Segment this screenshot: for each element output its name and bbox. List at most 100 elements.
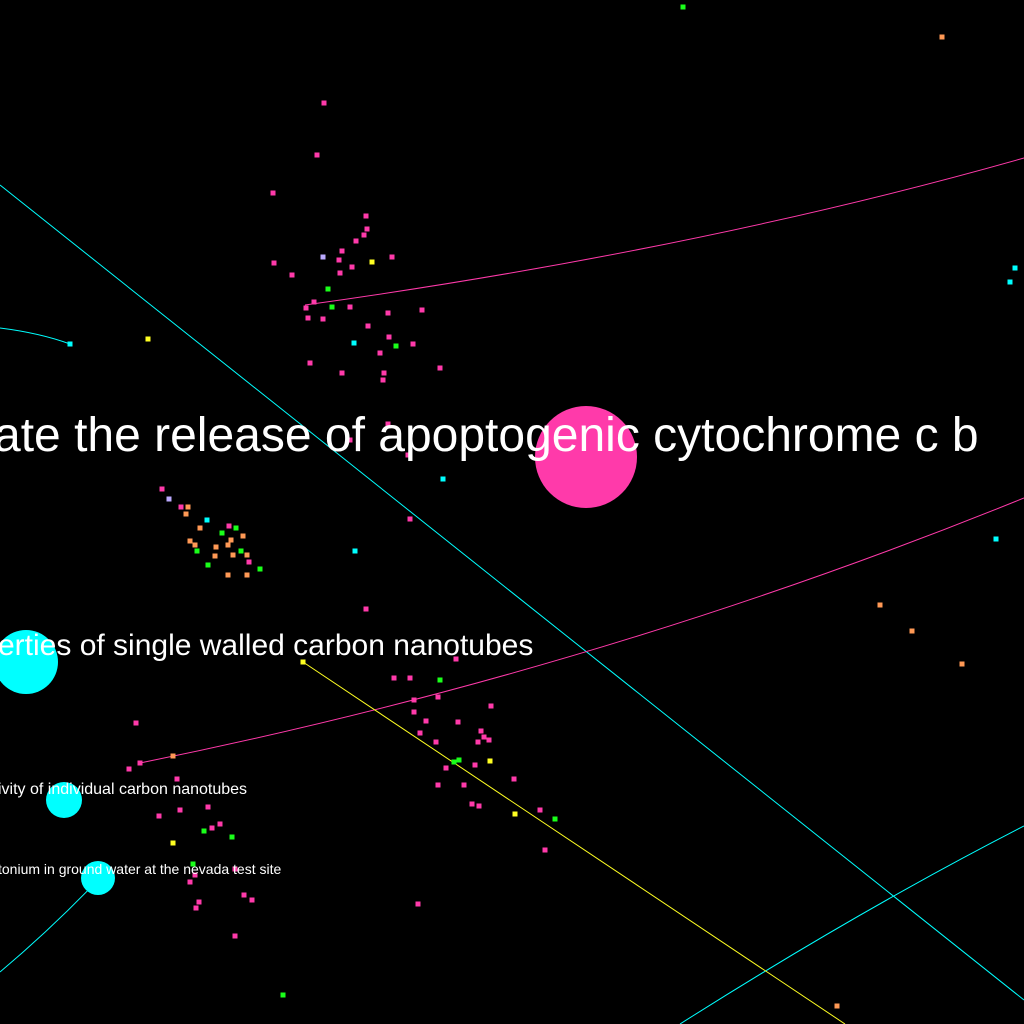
graph-node[interactable] xyxy=(478,728,484,734)
graph-node[interactable] xyxy=(219,530,225,536)
graph-node[interactable] xyxy=(472,762,478,768)
graph-node[interactable] xyxy=(193,905,199,911)
graph-node[interactable] xyxy=(347,304,353,310)
graph-node[interactable] xyxy=(238,548,244,554)
graph-node[interactable] xyxy=(226,523,232,529)
graph-node[interactable] xyxy=(417,730,423,736)
graph-node[interactable] xyxy=(197,525,203,531)
graph-node[interactable] xyxy=(351,340,357,346)
graph-node[interactable] xyxy=(369,259,375,265)
graph-node[interactable] xyxy=(455,719,461,725)
graph-node[interactable] xyxy=(230,552,236,558)
graph-node[interactable] xyxy=(257,566,263,572)
graph-node[interactable] xyxy=(393,343,399,349)
graph-node[interactable] xyxy=(415,901,421,907)
graph-node[interactable] xyxy=(877,602,883,608)
graph-node[interactable] xyxy=(423,718,429,724)
graph-node[interactable] xyxy=(196,899,202,905)
graph-node[interactable] xyxy=(228,537,234,543)
graph-node[interactable] xyxy=(411,697,417,703)
graph-node[interactable] xyxy=(451,759,457,765)
graph-node[interactable] xyxy=(320,316,326,322)
graph-node[interactable] xyxy=(225,542,231,548)
graph-node[interactable] xyxy=(389,254,395,260)
graph-node[interactable] xyxy=(156,813,162,819)
graph-node[interactable] xyxy=(347,437,353,443)
hub-node[interactable] xyxy=(46,782,82,818)
graph-node[interactable] xyxy=(410,341,416,347)
graph-node[interactable] xyxy=(212,553,218,559)
graph-node[interactable] xyxy=(349,264,355,270)
graph-node[interactable] xyxy=(204,517,210,523)
graph-node[interactable] xyxy=(225,572,231,578)
graph-node[interactable] xyxy=(280,992,286,998)
graph-node[interactable] xyxy=(339,248,345,254)
graph-node[interactable] xyxy=(201,828,207,834)
graph-node[interactable] xyxy=(411,709,417,715)
graph-node[interactable] xyxy=(481,734,487,740)
graph-node[interactable] xyxy=(453,656,459,662)
graph-node[interactable] xyxy=(435,782,441,788)
graph-node[interactable] xyxy=(246,559,252,565)
graph-node[interactable] xyxy=(437,677,443,683)
graph-node[interactable] xyxy=(680,4,686,10)
graph-node[interactable] xyxy=(475,739,481,745)
graph-node[interactable] xyxy=(443,765,449,771)
graph-node[interactable] xyxy=(192,872,198,878)
graph-node[interactable] xyxy=(433,739,439,745)
graph-node[interactable] xyxy=(233,525,239,531)
graph-node[interactable] xyxy=(386,334,392,340)
graph-node[interactable] xyxy=(542,847,548,853)
graph-node[interactable] xyxy=(337,270,343,276)
graph-node[interactable] xyxy=(244,572,250,578)
graph-node[interactable] xyxy=(303,305,309,311)
graph-node[interactable] xyxy=(385,310,391,316)
graph-node[interactable] xyxy=(380,377,386,383)
graph-node[interactable] xyxy=(229,834,235,840)
graph-node[interactable] xyxy=(133,720,139,726)
graph-node[interactable] xyxy=(307,360,313,366)
graph-node[interactable] xyxy=(185,504,191,510)
graph-node[interactable] xyxy=(67,341,73,347)
graph-node[interactable] xyxy=(205,804,211,810)
graph-node[interactable] xyxy=(336,257,342,263)
graph-node[interactable] xyxy=(137,760,143,766)
graph-node[interactable] xyxy=(314,152,320,158)
graph-node[interactable] xyxy=(407,675,413,681)
graph-node[interactable] xyxy=(174,776,180,782)
graph-node[interactable] xyxy=(166,496,172,502)
graph-node[interactable] xyxy=(486,737,492,743)
graph-node[interactable] xyxy=(440,476,446,482)
graph-node[interactable] xyxy=(241,892,247,898)
graph-node[interactable] xyxy=(993,536,999,542)
graph-node[interactable] xyxy=(537,807,543,813)
graph-node[interactable] xyxy=(329,304,335,310)
graph-node[interactable] xyxy=(213,544,219,550)
graph-node[interactable] xyxy=(170,753,176,759)
graph-node[interactable] xyxy=(183,511,189,517)
graph-node[interactable] xyxy=(363,606,369,612)
graph-node[interactable] xyxy=(419,307,425,313)
graph-node[interactable] xyxy=(177,807,183,813)
graph-node[interactable] xyxy=(834,1003,840,1009)
graph-node[interactable] xyxy=(476,803,482,809)
graph-node[interactable] xyxy=(909,628,915,634)
graph-node[interactable] xyxy=(187,879,193,885)
graph-node[interactable] xyxy=(512,811,518,817)
graph-node[interactable] xyxy=(391,675,397,681)
graph-node[interactable] xyxy=(270,190,276,196)
hub-node[interactable] xyxy=(0,630,58,694)
graph-node[interactable] xyxy=(205,562,211,568)
graph-node[interactable] xyxy=(159,486,165,492)
graph-node[interactable] xyxy=(487,758,493,764)
graph-node[interactable] xyxy=(361,232,367,238)
graph-node[interactable] xyxy=(407,516,413,522)
graph-node[interactable] xyxy=(170,840,176,846)
graph-node[interactable] xyxy=(232,866,238,872)
graph-node[interactable] xyxy=(249,897,255,903)
graph-node[interactable] xyxy=(339,370,345,376)
graph-node[interactable] xyxy=(552,816,558,822)
graph-node[interactable] xyxy=(1007,279,1013,285)
graph-node[interactable] xyxy=(488,703,494,709)
graph-node[interactable] xyxy=(320,254,326,260)
